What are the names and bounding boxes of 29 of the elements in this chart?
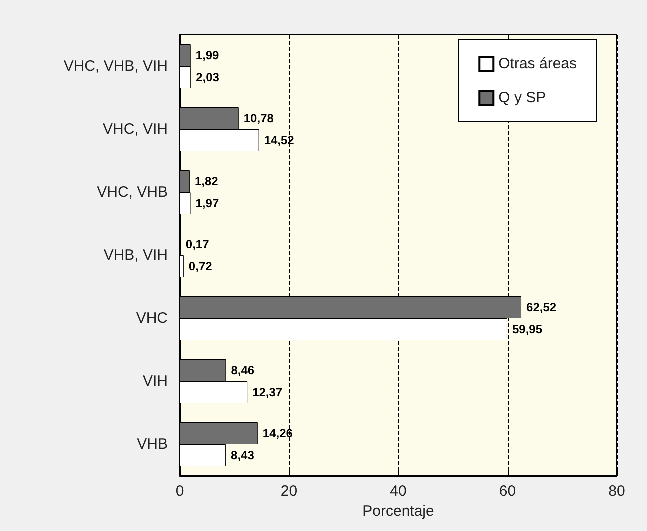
y-tick-label: VHC, VHB <box>97 184 168 201</box>
data-label: 14,26 <box>262 426 294 440</box>
legend-label: Q y SP <box>498 90 546 106</box>
data-label: 0,72 <box>188 260 213 274</box>
y-tick-label: VHB <box>137 436 168 453</box>
data-label: 1,97 <box>196 196 220 210</box>
data-label: 0,17 <box>186 238 210 252</box>
y-tick-label: VHC, VHB, VIH <box>64 58 168 75</box>
x-axis-title: Porcentaje <box>362 502 434 520</box>
y-tick-label: VHC <box>136 310 168 327</box>
data-label: 1,82 <box>194 174 219 188</box>
x-tick-label: 0 <box>176 483 184 500</box>
data-label: 10,78 <box>244 112 274 126</box>
data-label: 8,43 <box>231 448 255 462</box>
x-tick-label: 60 <box>499 483 516 500</box>
y-tick-label: VIH <box>142 373 168 390</box>
data-label: 62,52 <box>526 300 557 314</box>
data-label: 8,46 <box>231 364 255 378</box>
y-tick-label: VHB, VIH <box>104 247 168 264</box>
y-tick-label: VHC, VIH <box>102 121 168 138</box>
data-label: 12,37 <box>252 386 283 400</box>
x-tick-label: 20 <box>280 483 298 500</box>
data-label: 2,03 <box>196 70 220 84</box>
data-label: 59,95 <box>512 322 543 336</box>
data-label: 14,52 <box>264 134 295 148</box>
legend-label: Otras áreas <box>498 56 578 72</box>
data-label: 1,99 <box>196 48 220 62</box>
x-tick-label: 40 <box>390 483 407 500</box>
x-tick-label: 80 <box>608 483 626 500</box>
